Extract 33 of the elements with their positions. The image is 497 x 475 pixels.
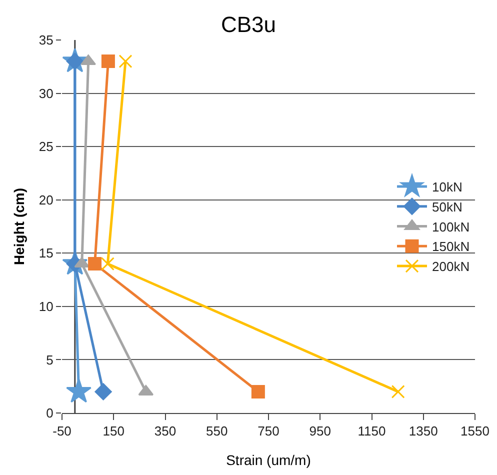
y-tick-label: 15 xyxy=(38,246,54,261)
y-tick-label: 25 xyxy=(38,139,54,154)
y-tick-label: 5 xyxy=(46,352,54,368)
legend-label: 10kN xyxy=(432,180,462,195)
x-tick-label: 1550 xyxy=(460,424,490,439)
y-tick-label: 20 xyxy=(38,192,54,208)
y-tick-label: 0 xyxy=(46,406,54,421)
legend-label: 150kN xyxy=(432,239,470,254)
x-tick-label: 350 xyxy=(154,424,176,439)
point xyxy=(100,257,114,271)
y-tick-label: 10 xyxy=(38,298,54,314)
point xyxy=(66,378,92,403)
chart-title: CB3u xyxy=(220,12,276,38)
point xyxy=(101,54,115,68)
point xyxy=(94,383,112,400)
x-axis-title: Strain (um/m) xyxy=(226,452,311,468)
point xyxy=(251,384,265,398)
legend-label: 100kN xyxy=(432,219,470,234)
x-tick-label: 1350 xyxy=(408,424,438,439)
y-tick-label: 30 xyxy=(38,86,54,101)
point xyxy=(118,54,132,68)
x-tick-label: -50 xyxy=(52,424,72,439)
y-axis-title: Height (cm) xyxy=(11,188,27,265)
point xyxy=(88,257,102,271)
x-tick-label: 550 xyxy=(206,424,228,439)
x-tick-label: 150 xyxy=(102,424,124,439)
point xyxy=(391,384,405,398)
x-tick-label: 1150 xyxy=(358,424,386,439)
y-tick-label: 35 xyxy=(38,32,54,48)
legend-label: 200kN xyxy=(432,259,470,274)
x-tick-label: 750 xyxy=(258,424,280,439)
legend-label: 50kN xyxy=(432,199,462,214)
x-tick-label: 950 xyxy=(309,424,331,439)
